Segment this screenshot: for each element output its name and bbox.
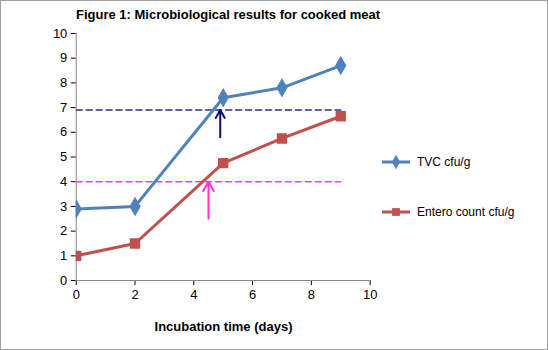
svg-text:5: 5 bbox=[60, 149, 67, 164]
svg-text:4: 4 bbox=[60, 174, 67, 189]
svg-text:2: 2 bbox=[60, 223, 67, 238]
svg-text:2: 2 bbox=[131, 287, 138, 302]
svg-text:10: 10 bbox=[363, 287, 377, 302]
svg-text:8: 8 bbox=[308, 287, 315, 302]
svg-text:0: 0 bbox=[60, 273, 67, 288]
html-text:Incubation time (days): Incubation time (days) bbox=[154, 319, 293, 334]
svg-text:8: 8 bbox=[60, 75, 67, 90]
html-text:TVC cfu/g: TVC cfu/g bbox=[417, 155, 471, 169]
svg-text:6: 6 bbox=[249, 287, 256, 302]
svg-text:9: 9 bbox=[60, 50, 67, 65]
svg-text:6: 6 bbox=[60, 124, 67, 139]
html-text:Figure 1: Microbiological resu: Figure 1: Microbiological results for co… bbox=[76, 7, 381, 22]
svg-text:0: 0 bbox=[73, 287, 80, 302]
svg-text:4: 4 bbox=[190, 287, 197, 302]
html-text:Entero count cfu/g: Entero count cfu/g bbox=[417, 205, 515, 219]
svg-text:7: 7 bbox=[60, 100, 67, 115]
svg-text:1: 1 bbox=[60, 248, 67, 263]
svg-text:10: 10 bbox=[53, 26, 67, 41]
svg-text:3: 3 bbox=[60, 199, 67, 214]
